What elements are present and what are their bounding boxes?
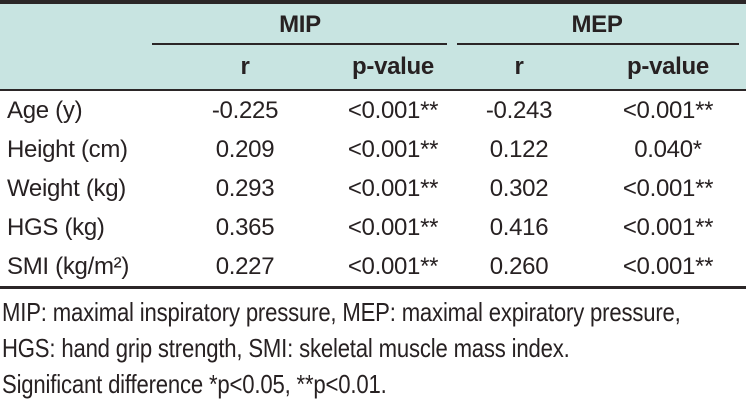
table-row: SMI (kg/m²) 0.227 <0.001** 0.260 <0.001*…	[0, 247, 746, 289]
cell-mep-pvalue: <0.001**	[590, 247, 746, 289]
cell-mep-pvalue: <0.001**	[590, 208, 746, 247]
cell-mip-r: -0.225	[152, 90, 338, 130]
column-group-mep: MEP	[448, 2, 746, 45]
row-label: Weight (kg)	[0, 169, 152, 208]
cell-mep-r: -0.243	[448, 90, 590, 130]
row-label: Age (y)	[0, 90, 152, 130]
cell-mip-r: 0.365	[152, 208, 338, 247]
correlation-table: MIP MEP r p-value r p-value Age (y) -0.2…	[0, 0, 746, 289]
subheader-mep-r: r	[448, 45, 590, 91]
cell-mip-pvalue: <0.001**	[338, 208, 448, 247]
column-group-mep-label: MEP	[571, 10, 623, 38]
cell-mep-pvalue: <0.001**	[590, 169, 746, 208]
header-stub-cell	[0, 2, 152, 45]
table-row: HGS (kg) 0.365 <0.001** 0.416 <0.001**	[0, 208, 746, 247]
subheader-mip-r: r	[152, 45, 338, 91]
cell-mep-pvalue: <0.001**	[590, 90, 746, 130]
cell-mep-r: 0.302	[448, 169, 590, 208]
cell-mip-pvalue: <0.001**	[338, 169, 448, 208]
footnote-significance: Significant difference *p<0.05, **p<0.01…	[2, 369, 387, 399]
cell-mep-r: 0.260	[448, 247, 590, 289]
cell-mip-pvalue: <0.001**	[338, 130, 448, 169]
row-label: SMI (kg/m²)	[0, 247, 152, 289]
table-row: Weight (kg) 0.293 <0.001** 0.302 <0.001*…	[0, 169, 746, 208]
cell-mep-r: 0.122	[448, 130, 590, 169]
column-group-mip: MIP	[152, 2, 448, 45]
cell-mip-pvalue: <0.001**	[338, 247, 448, 289]
table-body: Age (y) -0.225 <0.001** -0.243 <0.001** …	[0, 90, 746, 289]
row-label: HGS (kg)	[0, 208, 152, 247]
row-label: Height (cm)	[0, 130, 152, 169]
cell-mip-r: 0.293	[152, 169, 338, 208]
table-subheader-row: r p-value r p-value	[0, 45, 746, 91]
cell-mip-pvalue: <0.001**	[338, 90, 448, 130]
cell-mep-pvalue: 0.040*	[590, 130, 746, 169]
footnote-abbreviations-1: MIP: maximal inspiratory pressure, MEP: …	[2, 297, 681, 327]
table-header: MIP MEP r p-value r p-value	[0, 2, 746, 91]
subheader-stub-cell	[0, 45, 152, 91]
cell-mip-r: 0.209	[152, 130, 338, 169]
table-footnotes: MIP: maximal inspiratory pressure, MEP: …	[0, 294, 746, 402]
footnote-abbreviations-2: HGS: hand grip strength, SMI: skeletal m…	[2, 333, 570, 363]
cell-mep-r: 0.416	[448, 208, 590, 247]
table-row: Age (y) -0.225 <0.001** -0.243 <0.001**	[0, 90, 746, 130]
subheader-mep-pvalue: p-value	[590, 45, 746, 91]
column-group-mip-label: MIP	[279, 10, 321, 38]
subheader-mip-pvalue: p-value	[338, 45, 448, 91]
cell-mip-r: 0.227	[152, 247, 338, 289]
table-row: Height (cm) 0.209 <0.001** 0.122 0.040*	[0, 130, 746, 169]
table-group-header-row: MIP MEP	[0, 2, 746, 45]
